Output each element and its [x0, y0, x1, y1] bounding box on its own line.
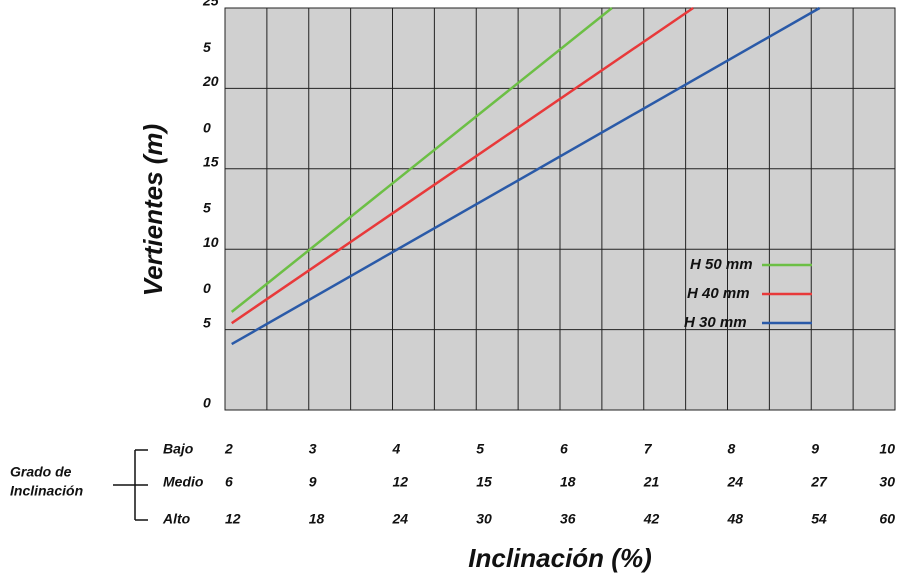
line [230, 6, 694, 325]
x-tick-label: 4 [392, 441, 401, 457]
y-tick-label: 25 [202, 0, 219, 9]
y-tick-label: 20 [202, 73, 219, 89]
y-axis-title: Vertientes (m) [138, 124, 168, 296]
legend-label: H 30 mm [684, 314, 747, 331]
x-row-name: Medio [163, 474, 204, 490]
x-row-name: Bajo [163, 441, 194, 457]
x-tick-label: 7 [644, 441, 653, 457]
y-tick-label: 0 [203, 395, 211, 411]
x-axis-title: Inclinación (%) [468, 543, 651, 573]
x-tick-label: 2 [224, 441, 233, 457]
bracket [113, 449, 148, 521]
y-tick-label: 0 [203, 119, 211, 135]
x-tick-label: 30 [476, 511, 492, 527]
y-tick-label: 10 [203, 234, 219, 250]
y-tick-label: 0 [203, 280, 211, 296]
x-tick-label: 6 [560, 441, 568, 457]
y-tick-label: 5 [203, 314, 211, 330]
x-tick-label: 6 [225, 474, 233, 490]
x-tick-label: 5 [476, 441, 484, 457]
x-tick-label: 24 [727, 474, 744, 490]
x-group-label: Inclinación [10, 483, 83, 499]
x-tick-label: 42 [643, 511, 660, 527]
x-tick-label: 30 [879, 474, 895, 490]
y-tick-label: 15 [203, 154, 219, 170]
x-tick-label: 24 [392, 511, 409, 527]
x-tick-label: 8 [728, 441, 736, 457]
x-tick-label: 18 [560, 474, 576, 490]
y-tick-label: 5 [203, 200, 211, 216]
x-tick-label: 48 [727, 511, 744, 527]
line [231, 6, 821, 346]
x-tick-label: 12 [393, 474, 409, 490]
x-group-label: Grado de [10, 464, 72, 480]
legend-label: H 50 mm [690, 256, 753, 273]
x-tick-label: 12 [225, 511, 241, 527]
legend-label: H 40 mm [687, 285, 750, 302]
line [230, 7, 613, 313]
x-tick-label: 60 [879, 511, 895, 527]
x-tick-label: 21 [643, 474, 660, 490]
x-tick-label: 9 [811, 441, 819, 457]
x-tick-label: 36 [560, 511, 576, 527]
x-tick-label: 18 [309, 511, 325, 527]
x-tick-label: 15 [476, 474, 492, 490]
x-tick-label: 3 [309, 441, 317, 457]
x-tick-label: 27 [810, 474, 828, 490]
x-tick-label: 54 [811, 511, 827, 527]
x-row-name: Alto [162, 511, 191, 527]
x-tick-label: 9 [309, 474, 317, 490]
y-tick-label: 5 [203, 39, 211, 55]
x-tick-label: 10 [879, 441, 895, 457]
